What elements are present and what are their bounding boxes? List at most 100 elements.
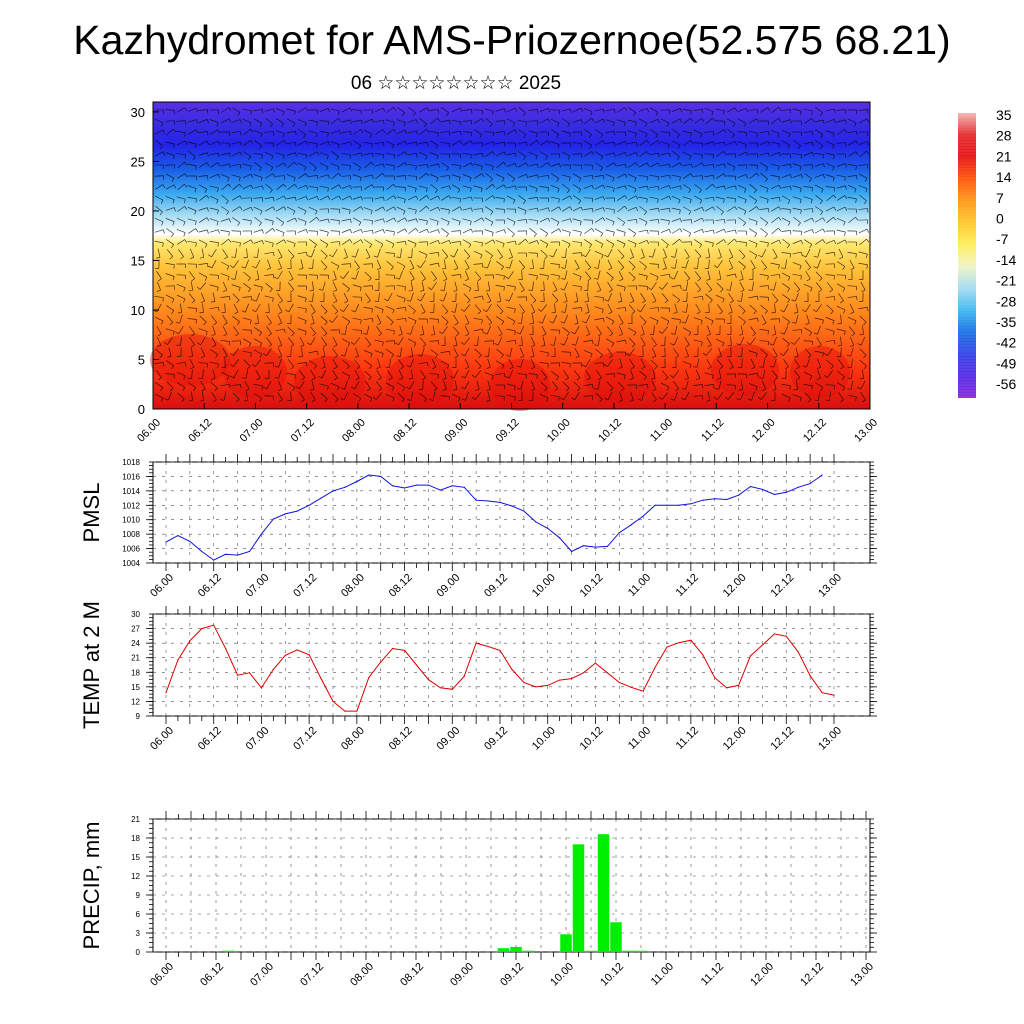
wind-barb [804,392,812,400]
wind-barb-flag [489,178,493,183]
wind-barb [803,196,813,200]
wind-barb-flag [392,397,395,402]
wind-barb [264,274,274,276]
wind-barb-flag [435,189,438,194]
wind-barb-flag [625,339,627,344]
wind-barb [396,240,406,244]
wind-barb-flag [250,128,254,133]
wind-barb [297,362,307,364]
wind-barb [836,382,846,388]
data-point [737,494,740,496]
wind-barb-flag [515,240,517,246]
x-tick-label: 09.12 [498,961,526,989]
wind-barb-flag [504,373,506,378]
wind-barb-flag [380,244,384,248]
wind-barb [265,228,273,234]
wind-barb [233,369,239,379]
data-point [559,537,561,539]
x-tick-label: 09.00 [448,961,476,989]
wind-barb [506,316,516,322]
wind-barb-flag [301,377,306,381]
wind-barb [574,391,580,401]
wind-barb-flag [529,268,534,270]
wind-barb-flag [696,311,701,315]
wind-barb-flag [261,240,264,245]
wind-barb-flag [377,322,382,326]
wind-barb [671,228,681,234]
wind-barb-flag [412,112,416,117]
wind-barb [178,249,184,257]
data-point [415,484,418,486]
wind-barb [220,152,230,156]
wind-barb-flag [536,240,539,245]
wind-barb-flag [304,320,307,325]
wind-barb-flag [445,233,449,238]
precip-bar [522,950,535,952]
wind-barb [638,185,648,189]
wind-barb-flag [702,109,704,114]
data-point [332,700,334,703]
wind-barb-flag [742,310,746,315]
wind-barb [673,336,679,346]
wind-barb-flag [324,310,328,315]
wind-barb-flag [623,232,626,237]
wind-barb-flag [347,321,351,325]
wind-barb [278,358,282,368]
wind-barb [649,272,659,278]
wind-barb [396,382,406,388]
wind-barb-flag [269,123,273,128]
wind-barb [224,303,226,313]
wind-barb [451,197,461,199]
wind-barb [563,392,569,400]
wind-barb [630,391,634,401]
wind-barb [396,119,406,123]
wind-barb-flag [422,344,427,348]
wind-barb-flag [809,332,813,337]
wind-barb-flag [823,120,825,125]
wind-barb [485,117,493,125]
colorbar-ramp [958,113,976,398]
wind-barb-flag [701,154,703,159]
wind-barb [573,195,581,201]
wind-barb [244,380,250,390]
wind-barb-flag [217,242,219,247]
wind-barb-flag [349,154,351,159]
wind-barb [617,205,625,213]
wind-barb [814,153,824,155]
wind-barb-flag [610,277,614,282]
wind-barb [429,262,439,266]
wind-barb [187,108,197,112]
wind-barb-flag [778,118,782,122]
wind-barb [199,282,207,290]
wind-barb-flag [561,311,566,313]
wind-barb [354,380,360,390]
wind-barb [154,393,164,399]
wind-barb-flag [525,162,529,167]
wind-barb-flag [647,185,649,190]
wind-barb-flag [811,118,815,122]
y-tick-label: 0 [138,402,145,417]
x-tick-label: 13.00 [816,725,844,753]
wind-barb-flag [184,140,188,145]
wind-barb-flag [421,311,426,315]
wind-barb-flag [325,244,329,248]
wind-barb [495,142,505,144]
wind-barb-flag [492,239,496,244]
wind-barb [374,206,384,212]
wind-barb [597,270,601,280]
wind-barb-flag [366,256,371,260]
wind-barb-flag [664,300,669,304]
wind-barb [165,207,175,211]
wind-barb [277,259,283,269]
wind-barb-flag [531,311,535,315]
wind-barb [794,359,800,367]
wind-barb [682,130,692,134]
wind-barb [451,107,461,113]
wind-barb [264,173,274,179]
wind-barb [209,361,219,365]
wind-barb [629,348,635,356]
wind-barb [255,303,261,313]
data-point [177,659,179,661]
wind-barb-flag [748,289,753,291]
